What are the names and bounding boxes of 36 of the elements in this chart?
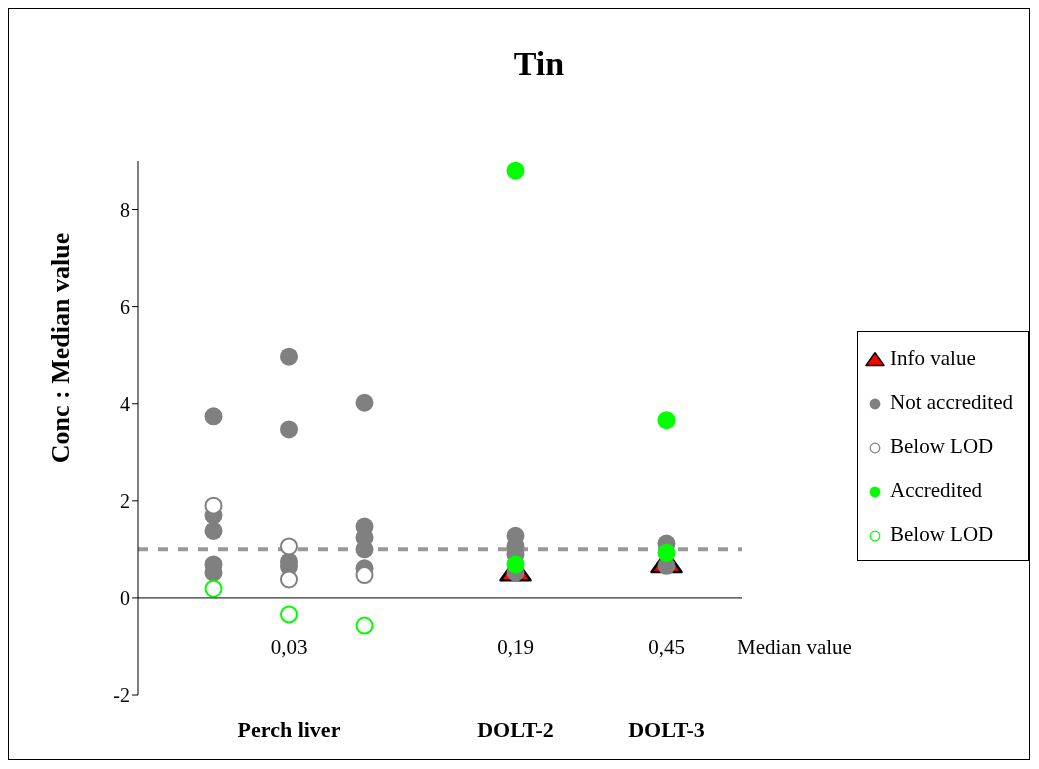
point bbox=[204, 496, 223, 515]
legend-label: Info value bbox=[889, 345, 977, 372]
point bbox=[506, 161, 525, 180]
point bbox=[355, 566, 374, 585]
x-tick-label: DOLT-3 bbox=[628, 717, 705, 742]
point bbox=[657, 543, 676, 562]
chart-title: Tin bbox=[512, 45, 566, 83]
x-tick-label: DOLT-2 bbox=[477, 717, 554, 742]
legend-label: Accredited bbox=[889, 477, 984, 504]
point bbox=[657, 411, 676, 430]
point bbox=[506, 555, 525, 574]
y-tick-label: 6 bbox=[120, 295, 130, 318]
annotation: 0,03 bbox=[270, 634, 308, 659]
point bbox=[280, 420, 298, 439]
y-tick-label: 0 bbox=[120, 587, 130, 610]
annotation: 0,45 bbox=[648, 634, 685, 659]
y-axis-title: Conc : Median value bbox=[46, 231, 76, 466]
point bbox=[280, 605, 298, 624]
y-tick-label: -2 bbox=[113, 684, 130, 707]
annotation: Median value bbox=[737, 634, 852, 659]
point bbox=[355, 393, 374, 412]
point bbox=[355, 616, 374, 635]
annotation: 0,19 bbox=[497, 634, 534, 659]
point bbox=[204, 521, 223, 540]
point bbox=[204, 407, 223, 426]
legend-label: Below LOD bbox=[889, 521, 995, 548]
point bbox=[204, 579, 223, 598]
point bbox=[280, 537, 298, 556]
legend-label: Not accredited bbox=[889, 389, 1015, 416]
y-tick-label: 4 bbox=[120, 392, 130, 415]
point bbox=[280, 570, 298, 589]
y-tick-label: 8 bbox=[120, 198, 130, 221]
point bbox=[280, 347, 298, 366]
x-tick-label: Perch liver bbox=[237, 717, 341, 742]
legend-label: Below LOD bbox=[889, 433, 995, 460]
y-tick-label: 2 bbox=[120, 489, 130, 512]
